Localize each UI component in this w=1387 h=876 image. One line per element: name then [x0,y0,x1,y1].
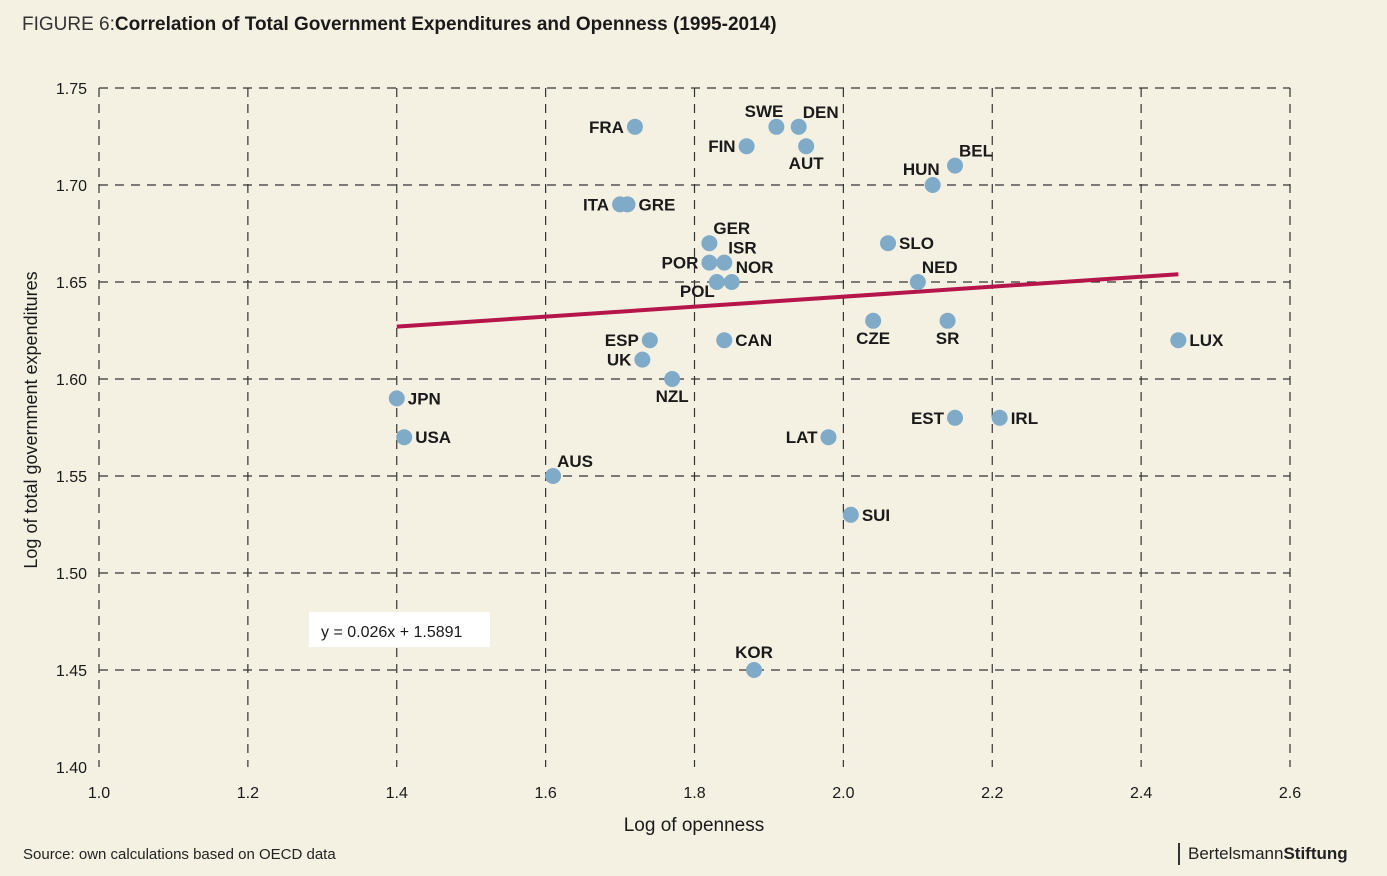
data-point-jpn [388,390,405,407]
point-label-slo: SLO [899,234,934,253]
point-label-irl: IRL [1011,409,1038,428]
point-label-nzl: NZL [656,387,689,406]
point-label-sr: SR [936,329,960,348]
point-label-lux: LUX [1189,331,1224,350]
y-axis-label: Log of total government expenditures [21,271,41,568]
y-tick-label: 1.40 [56,760,87,777]
data-point-por [701,254,718,271]
x-tick-label: 2.0 [832,785,854,802]
data-point-hun [924,177,941,193]
data-point-esp [641,332,658,349]
x-tick-label: 2.4 [1130,785,1152,802]
data-point-lux [1170,332,1187,349]
equation-box [309,612,490,647]
point-label-isr: ISR [728,239,756,258]
y-tick-label: 1.75 [56,81,87,98]
y-tick-label: 1.45 [56,663,87,680]
brand-bold: Stiftung [1283,844,1348,863]
point-label-sui: SUI [862,506,890,525]
data-point-slo [880,235,897,252]
point-label-fra: FRA [589,118,624,137]
point-label-aus: AUS [557,452,593,471]
brand-light: Bertelsmann [1188,844,1284,863]
data-point-lat [820,429,837,446]
equation-label: y = 0.026x + 1.5891 [321,624,463,641]
point-label-ned: NED [922,258,958,277]
point-label-usa: USA [415,428,451,447]
tick-labels: 1.40 1.45 1.50 1.55 1.60 1.65 1.70 1.75 1.0 1.2 1.… [56,81,1301,802]
point-label-fin: FIN [708,137,735,156]
data-point-swe [768,118,785,135]
data-point-fra [626,118,643,135]
data-point-ned [909,274,926,290]
data-point-kor [746,662,763,678]
data-point-den [790,118,807,135]
data-point-uk [634,351,651,368]
x-tick-label: 1.0 [88,785,110,802]
data-point-fin [738,138,755,155]
point-labels: FRA SWE DEN FIN AUT BEL HUN ITA GRE GER SLO ISR POR N… [408,102,1224,662]
x-axis-label: Log of openness [624,815,765,836]
data-point-can [716,332,733,349]
x-tick-label: 2.2 [981,785,1003,802]
x-tick-label: 1.6 [535,785,557,802]
data-point-isr [716,254,733,271]
y-tick-label: 1.50 [56,566,87,583]
point-label-swe: SWE [745,102,784,121]
y-tick-label: 1.55 [56,469,87,486]
point-label-ger: GER [713,219,750,238]
trendline [396,272,1179,329]
chart-title: Correlation of Total Government Expendit… [114,14,777,35]
data-point-gre [619,196,636,213]
point-label-hun: HUN [903,160,940,179]
point-label-uk: UK [607,351,632,370]
point-label-lat: LAT [786,428,818,447]
figure-title: FIGURE 6:Correlation of Total Government… [22,14,777,36]
data-point-pol [708,274,725,290]
grid [98,87,1291,767]
data-point-sui [842,506,859,523]
data-point-est [947,409,964,426]
data-point-nor [723,274,740,290]
point-label-jpn: JPN [408,389,441,408]
data-point-sr [939,312,956,329]
x-tick-label: 1.8 [683,785,705,802]
source-note: Source: own calculations based on OECD d… [23,846,336,863]
x-tick-label: 1.4 [386,785,408,802]
point-label-bel: BEL [959,142,993,161]
figure-number: FIGURE 6: [22,14,115,35]
trendline-group: y = 0.026x + 1.5891 [309,272,1179,647]
point-label-est: EST [911,409,945,428]
point-label-nor: NOR [736,258,774,277]
point-label-cze: CZE [856,329,890,348]
data-point-bel [947,157,964,174]
data-point-irl [991,409,1008,426]
y-tick-label: 1.60 [56,372,87,389]
data-point-nzl [664,371,681,387]
point-label-can: CAN [735,331,772,350]
data-point-ger [701,235,718,252]
point-label-por: POR [662,254,699,273]
point-label-gre: GRE [639,195,676,214]
data-point-cze [865,312,882,329]
point-label-aut: AUT [789,154,825,173]
point-label-kor: KOR [735,643,773,662]
y-tick-label: 1.70 [56,178,87,195]
point-label-den: DEN [803,103,839,122]
point-label-ita: ITA [583,195,609,214]
x-tick-label: 1.2 [237,785,259,802]
brand-logo: BertelsmannStiftung [1178,843,1348,865]
point-label-pol: POL [680,282,715,301]
data-point-usa [396,429,413,446]
data-points [388,118,1187,678]
point-label-esp: ESP [605,331,639,350]
data-point-aut [798,138,815,155]
data-point-aus [545,468,562,484]
y-tick-label: 1.65 [56,275,87,292]
x-tick-label: 2.6 [1279,785,1301,802]
